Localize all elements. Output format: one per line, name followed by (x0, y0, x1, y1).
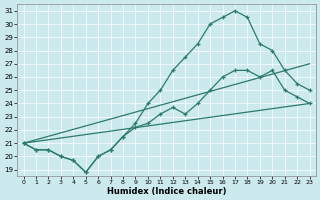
X-axis label: Humidex (Indice chaleur): Humidex (Indice chaleur) (107, 187, 226, 196)
